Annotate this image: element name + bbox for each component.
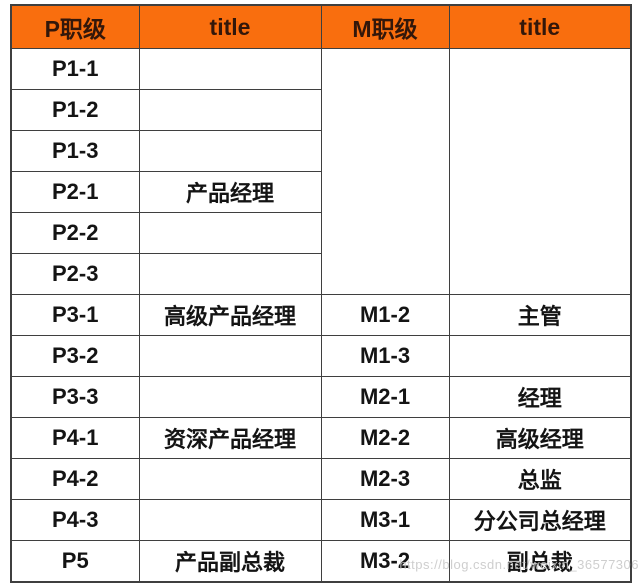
table-row: P1-2 <box>10 89 631 131</box>
cell-m-title: 副总裁 <box>448 540 632 583</box>
cell-m-title-merged <box>448 48 632 295</box>
cell-p-level: P4-1 <box>10 417 140 459</box>
cell-m-level: M3-1 <box>320 499 450 541</box>
table-row: P2-3 <box>10 253 631 295</box>
table-header: P职级 title M职级 title <box>10 4 632 49</box>
cell-p-title: 资深产品经理 <box>138 417 322 459</box>
table-row: P4-1 资深产品经理 M2-2 高级经理 <box>10 417 632 459</box>
cell-m-level-merged <box>320 48 450 295</box>
table-row: P4-3 M3-1 分公司总经理 <box>10 499 632 541</box>
table-row: P5 产品副总裁 M3-2 副总裁 <box>10 540 632 583</box>
cell-m-title: 主管 <box>448 294 632 336</box>
cell-p-level: P3-2 <box>10 335 140 377</box>
job-level-table: P职级 title M职级 title P1-1 P1-2 P1-3 P2-1 产品经理… <box>10 4 632 583</box>
cell-p-title <box>138 253 322 295</box>
cell-p-level: P2-3 <box>10 253 140 295</box>
cell-p-title <box>138 130 322 172</box>
cell-p-level: P1-2 <box>10 89 140 131</box>
cell-p-level: P3-3 <box>10 376 140 418</box>
cell-p-level: P1-1 <box>10 48 140 90</box>
table-row: P4-2 M2-3 总监 <box>10 458 632 500</box>
cell-m-level: M3-2 <box>320 540 450 583</box>
cell-p-title <box>138 376 322 418</box>
cell-p-title <box>138 212 322 254</box>
cell-p-level: P4-3 <box>10 499 140 541</box>
header-p-title: title <box>138 4 322 49</box>
cell-p-level: P1-3 <box>10 130 140 172</box>
cell-m-title: 高级经理 <box>448 417 632 459</box>
cell-p-title: 产品副总裁 <box>138 540 322 583</box>
cell-p-title <box>138 499 322 541</box>
cell-p-title <box>138 458 322 500</box>
cell-p-level: P5 <box>10 540 140 583</box>
cell-m-level: M1-3 <box>320 335 450 377</box>
cell-m-level: M2-2 <box>320 417 450 459</box>
cell-p-level: P2-2 <box>10 212 140 254</box>
table-body: P1-1 P1-2 P1-3 P2-1 产品经理 P2-2 P2-3 P3-1 高级产品经理 M1… <box>10 48 632 583</box>
cell-m-title: 经理 <box>448 376 632 418</box>
cell-m-title: 分公司总经理 <box>448 499 632 541</box>
cell-m-title <box>448 335 632 377</box>
cell-p-level: P3-1 <box>10 294 140 336</box>
cell-p-level: P2-1 <box>10 171 140 213</box>
header-p-level: P职级 <box>10 4 140 49</box>
cell-m-level: M2-3 <box>320 458 450 500</box>
cell-m-title: 总监 <box>448 458 632 500</box>
table-row: P3-3 M2-1 经理 <box>10 376 632 418</box>
table-row: P1-1 <box>10 48 632 295</box>
header-m-level: M职级 <box>320 4 450 49</box>
cell-p-level: P4-2 <box>10 458 140 500</box>
header-m-title: title <box>448 4 632 49</box>
table-row: P2-1 产品经理 <box>10 171 631 213</box>
cell-p-title: 高级产品经理 <box>138 294 322 336</box>
table-row: P1-3 <box>10 130 631 172</box>
cell-p-title <box>138 48 322 90</box>
cell-p-title: 产品经理 <box>138 171 322 213</box>
table-row: P3-1 高级产品经理 M1-2 主管 <box>10 294 632 336</box>
cell-m-level: M1-2 <box>320 294 450 336</box>
cell-m-level: M2-1 <box>320 376 450 418</box>
cell-p-title <box>138 335 322 377</box>
header-row: P职级 title M职级 title <box>10 4 632 49</box>
table-row: P3-2 M1-3 <box>10 335 632 377</box>
cell-p-title <box>138 89 322 131</box>
